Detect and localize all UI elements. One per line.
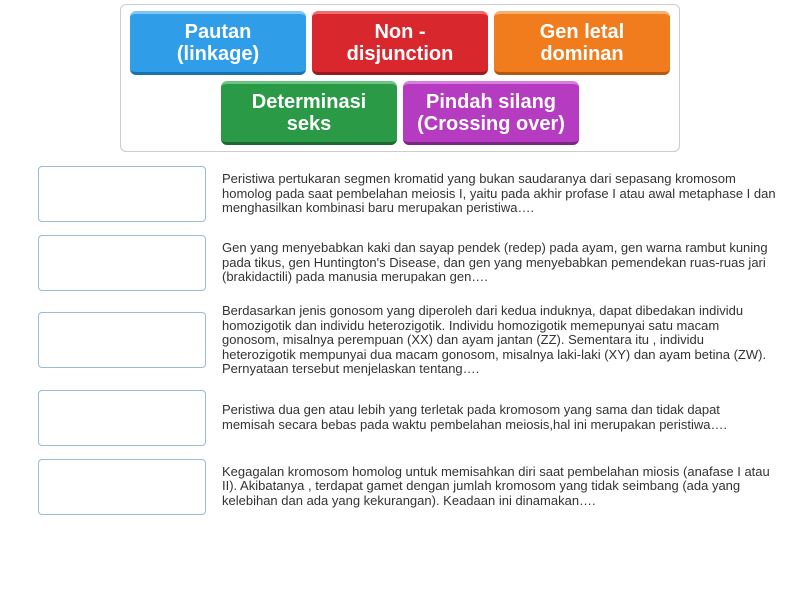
term-bank: Pautan (linkage) Non - disjunction Gen let… bbox=[120, 4, 680, 152]
question-row: Peristiwa pertukaran segmen kromatid yan… bbox=[38, 166, 776, 222]
question-text: Berdasarkan jenis gonosom yang diperoleh… bbox=[222, 304, 776, 377]
question-rows: Peristiwa pertukaran segmen kromatid yan… bbox=[0, 166, 800, 515]
question-text: Peristiwa dua gen atau lebih yang terlet… bbox=[222, 403, 776, 432]
drop-slot[interactable] bbox=[38, 235, 206, 291]
term-card-label: Pindah silang (Crossing over) bbox=[417, 91, 565, 135]
question-row: Gen yang menyebabkan kaki dan sayap pend… bbox=[38, 235, 776, 291]
question-text: Gen yang menyebabkan kaki dan sayap pend… bbox=[222, 241, 776, 285]
term-card-determinasi-seks[interactable]: Determinasi seks bbox=[221, 81, 397, 145]
term-card-label: Gen letal dominan bbox=[540, 21, 624, 65]
term-card-label: Pautan (linkage) bbox=[177, 21, 259, 65]
drop-slot[interactable] bbox=[38, 390, 206, 446]
question-text: Kegagalan kromosom homolog untuk memisah… bbox=[222, 465, 776, 509]
term-card-pautan[interactable]: Pautan (linkage) bbox=[130, 11, 306, 75]
term-card-pindah-silang[interactable]: Pindah silang (Crossing over) bbox=[403, 81, 579, 145]
term-card-gen-letal[interactable]: Gen letal dominan bbox=[494, 11, 670, 75]
question-row: Kegagalan kromosom homolog untuk memisah… bbox=[38, 459, 776, 515]
term-card-label: Determinasi seks bbox=[252, 91, 367, 135]
question-row: Peristiwa dua gen atau lebih yang terlet… bbox=[38, 390, 776, 446]
drop-slot[interactable] bbox=[38, 459, 206, 515]
question-row: Berdasarkan jenis gonosom yang diperoleh… bbox=[38, 304, 776, 377]
drop-slot[interactable] bbox=[38, 312, 206, 368]
term-card-label: Non - disjunction bbox=[347, 21, 454, 65]
drop-slot[interactable] bbox=[38, 166, 206, 222]
term-card-non-disjunction[interactable]: Non - disjunction bbox=[312, 11, 488, 75]
question-text: Peristiwa pertukaran segmen kromatid yan… bbox=[222, 172, 776, 216]
